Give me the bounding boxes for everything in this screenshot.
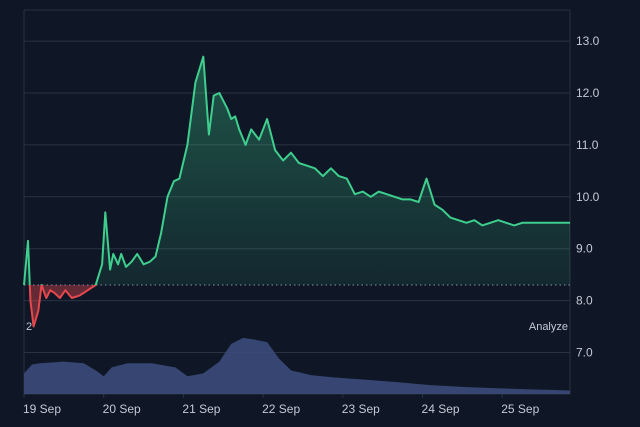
x-tick-label: 25 Sep: [501, 402, 539, 416]
volume-scale-label: 2: [26, 321, 32, 333]
analyze-label[interactable]: Analyze: [529, 321, 568, 333]
x-tick-label: 19 Sep: [23, 402, 61, 416]
x-tick-label: 20 Sep: [103, 402, 141, 416]
area-above-baseline: [24, 56, 570, 286]
y-tick-label: 12.0: [576, 86, 600, 100]
x-tick-label: 23 Sep: [342, 402, 380, 416]
y-tick-label: 11.0: [576, 138, 599, 152]
volume-bars: [24, 337, 570, 394]
price-line: [23, 55, 570, 328]
volume-area: [24, 337, 570, 394]
y-tick-label: 10.0: [576, 190, 600, 204]
x-tick-label: 22 Sep: [262, 402, 300, 416]
price-area: [24, 56, 570, 327]
y-tick-label: 8.0: [576, 294, 593, 308]
y-tick-label: 13.0: [576, 34, 600, 48]
series-line-down: [24, 285, 97, 328]
axes: 13.0 12.0 11.0 10.0 9.0 8.0 7.0 19 Sep 20 Sep 21 …: [23, 34, 600, 416]
x-tick-label: 24 Sep: [422, 402, 460, 416]
y-tick-label: 9.0: [576, 242, 593, 256]
y-tick-label: 7.0: [576, 345, 593, 359]
x-tick-label: 21 Sep: [182, 402, 220, 416]
series-line-up: [23, 55, 570, 286]
